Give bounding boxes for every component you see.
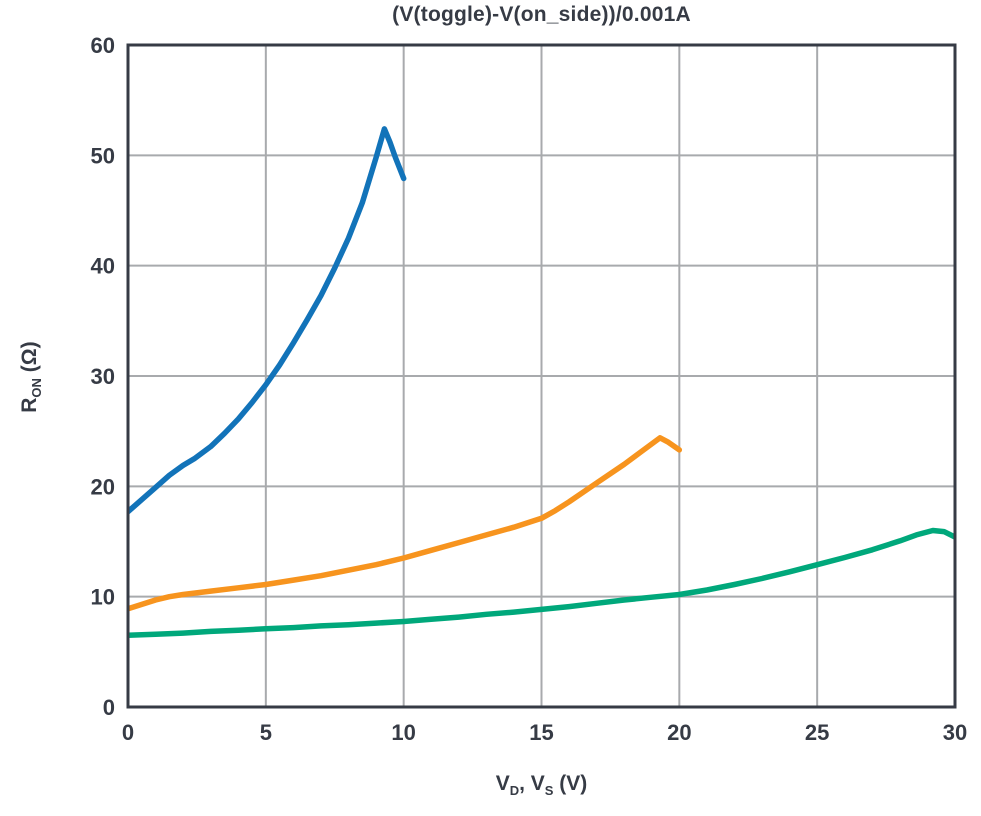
x-tick-label: 25	[805, 720, 829, 745]
x-axis-label-sub-s: S	[544, 783, 554, 799]
x-tick-label: 0	[122, 720, 134, 745]
x-tick-label: 30	[943, 720, 967, 745]
x-axis-label-unit: (V)	[553, 772, 588, 795]
x-tick-label: 5	[260, 720, 272, 745]
y-tick-label: 10	[91, 585, 115, 610]
x-axis-label-part: V	[495, 772, 510, 795]
y-tick-label: 40	[91, 254, 115, 279]
x-axis-label: VD, VS (V)	[128, 772, 955, 798]
x-tick-label: 15	[529, 720, 553, 745]
y-tick-label: 0	[103, 695, 115, 720]
y-tick-labels: 0 10 20 30 40 50 60	[91, 33, 115, 720]
plot-frame	[126, 43, 957, 709]
green-curve-line	[128, 527, 955, 639]
x-axis-label-sub-d: D	[509, 783, 520, 799]
y-tick-label: 30	[91, 364, 115, 389]
y-tick-label: 50	[91, 143, 115, 168]
y-tick-label: 20	[91, 474, 115, 499]
orange-curve-line	[128, 435, 683, 612]
blue-curve-line	[128, 126, 407, 515]
x-tick-label: 20	[667, 720, 691, 745]
x-tick-label: 10	[391, 720, 415, 745]
x-axis-label-part: , V	[519, 772, 545, 795]
series-lines	[128, 126, 955, 639]
y-tick-label: 60	[91, 33, 115, 58]
chart-title: (V(toggle)-V(on_side))/0.001A	[392, 3, 691, 26]
x-tick-labels: 0 5 10 15 20 25 30	[122, 720, 967, 745]
